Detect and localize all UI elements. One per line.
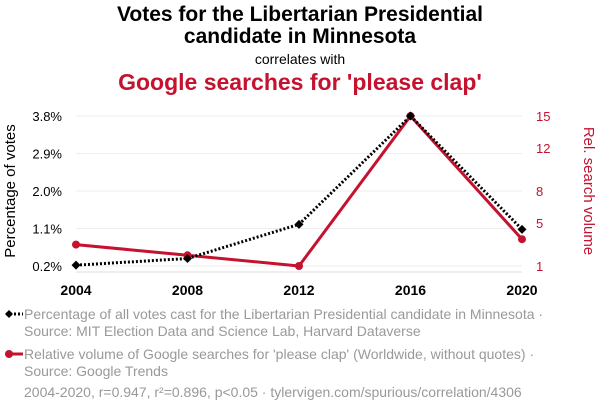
- y-right-tick-label: 15: [536, 109, 550, 124]
- data-point-votes: [406, 111, 415, 121]
- y-left-tick-label: 2.0%: [32, 184, 62, 199]
- y-right-axis-title: Rel. search volume: [580, 127, 597, 255]
- y-right-tick-label: 1: [536, 259, 543, 274]
- x-tick-label: 2012: [283, 282, 314, 298]
- legend-swatch-dotted-diamond: [5, 310, 23, 318]
- legend-item-searches: Relative volume of Google searches for '…: [4, 346, 594, 380]
- data-point-searches: [518, 235, 526, 244]
- chart-title-line2: candidate in Minnesota: [183, 25, 417, 48]
- y-left-tick-label: 0.2%: [32, 259, 62, 274]
- y-left-tick-label: 3.8%: [32, 109, 62, 124]
- y-right-tick-label: 5: [536, 216, 543, 231]
- data-point-searches: [295, 262, 303, 270]
- data-point-votes: [183, 254, 192, 263]
- x-tick-label: 2004: [60, 282, 91, 298]
- chart-title-line1: Votes for the Libertarian Presidential: [116, 3, 484, 26]
- legend-item-votes: Percentage of all votes cast for the Lib…: [4, 306, 594, 340]
- x-tick-label: 2016: [395, 282, 426, 298]
- x-tick-label: 2008: [172, 282, 203, 298]
- footer-stats: 2004-2020, r=0.947, r²=0.896, p<0.05 · t…: [24, 384, 522, 400]
- data-point-votes: [71, 260, 81, 270]
- data-point-searches: [72, 240, 80, 249]
- y-left-tick-label: 1.1%: [32, 222, 62, 237]
- data-point-votes: [517, 224, 527, 234]
- y-right-tick-label: 8: [536, 184, 543, 199]
- legend-label-votes: Percentage of all votes cast for the Lib…: [24, 306, 544, 339]
- legend-swatch-solid-circle: [5, 350, 23, 358]
- y-left-tick-label: 2.9%: [32, 147, 62, 162]
- y-left-axis-title: Percentage of votes: [2, 124, 19, 257]
- y-right-tick-label: 12: [536, 141, 550, 156]
- data-point-votes: [294, 219, 304, 229]
- chart-subtitle: correlates with: [254, 51, 346, 67]
- legend-label-searches: Relative volume of Google searches for '…: [24, 346, 535, 379]
- chart-title-secondary: Google searches for 'please clap': [118, 69, 482, 95]
- x-tick-label: 2020: [506, 282, 537, 298]
